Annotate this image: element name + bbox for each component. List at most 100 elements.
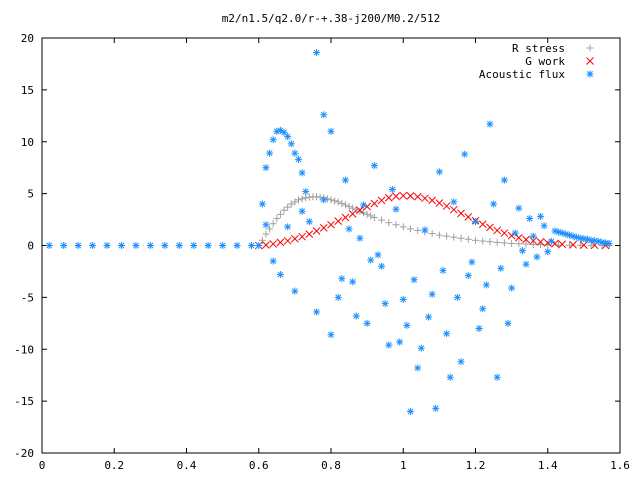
data-point — [360, 209, 368, 217]
data-point — [417, 344, 425, 352]
data-point — [363, 319, 371, 327]
data-point — [294, 196, 302, 204]
data-point — [508, 239, 516, 247]
data-point — [558, 240, 567, 249]
data-point — [327, 331, 335, 339]
axis-ticks — [41, 37, 621, 454]
data-point — [378, 262, 386, 270]
data-point — [406, 408, 414, 415]
data-point — [486, 223, 494, 232]
data-point — [356, 207, 364, 215]
data-point — [341, 176, 349, 184]
data-point — [522, 235, 530, 244]
data-point — [367, 256, 375, 264]
data-point — [518, 247, 526, 255]
data-point — [294, 155, 302, 163]
data-point — [475, 325, 483, 332]
data-point — [305, 193, 313, 201]
data-point — [258, 200, 266, 208]
data-point — [305, 218, 313, 226]
data-point — [414, 364, 422, 372]
data-point — [161, 242, 169, 249]
data-point — [439, 266, 447, 274]
data-point — [399, 191, 408, 200]
x-tick-label: 0.6 — [249, 459, 269, 472]
data-point — [421, 226, 429, 234]
data-point — [313, 193, 321, 201]
data-point — [356, 234, 364, 242]
data-point — [291, 287, 299, 295]
data-point — [276, 210, 284, 218]
data-point — [319, 224, 328, 232]
data-point — [493, 373, 501, 381]
data-point — [442, 202, 451, 210]
data-point — [313, 308, 321, 316]
data-point — [526, 215, 534, 223]
data-point — [457, 209, 465, 218]
legend-label: R stress — [512, 42, 565, 55]
data-point — [479, 237, 487, 245]
data-point — [421, 194, 429, 203]
data-point — [348, 210, 357, 218]
data-point — [269, 240, 278, 248]
y-tick-label: 20 — [21, 32, 34, 45]
data-point — [392, 192, 400, 201]
data-point — [384, 193, 393, 202]
data-point — [377, 196, 386, 205]
data-point — [493, 238, 501, 246]
x-tick-label: 0.4 — [177, 459, 197, 472]
data-point — [435, 199, 444, 207]
data-point — [291, 198, 299, 206]
data-point — [504, 319, 512, 327]
data-point — [349, 278, 357, 286]
data-point — [262, 164, 270, 172]
x-tick-label: 1 — [400, 459, 407, 472]
data-point — [486, 120, 494, 128]
data-point — [464, 213, 473, 221]
y-tick-label: 15 — [21, 84, 34, 97]
data-point — [341, 201, 349, 209]
data-point — [544, 248, 552, 256]
data-point — [266, 225, 274, 233]
data-point — [540, 222, 548, 230]
data-point — [514, 233, 523, 242]
data-point — [89, 242, 97, 249]
data-point — [338, 199, 346, 207]
data-point — [536, 238, 545, 246]
legend-marker — [586, 70, 594, 78]
x-tick-label: 0.8 — [321, 459, 341, 472]
data-point — [443, 330, 451, 338]
data-point — [511, 229, 519, 237]
data-point — [529, 240, 537, 248]
data-point — [298, 169, 306, 177]
x-tick-label: 1.2 — [466, 459, 486, 472]
data-point — [385, 219, 393, 227]
y-tick-label: -10 — [14, 343, 34, 356]
data-point — [233, 242, 241, 249]
data-point — [345, 203, 353, 211]
data-point — [327, 220, 335, 229]
data-point — [334, 217, 343, 225]
x-tick-label: 1.6 — [610, 459, 630, 472]
data-point — [399, 295, 407, 303]
data-point — [479, 305, 487, 313]
data-point — [468, 258, 476, 266]
data-point — [490, 200, 498, 208]
data-point — [435, 231, 443, 239]
data-point — [338, 275, 346, 283]
data-point — [576, 241, 584, 249]
y-tick-label: 5 — [27, 188, 34, 201]
data-point — [269, 220, 277, 228]
data-point — [537, 212, 545, 220]
data-point — [280, 206, 288, 214]
data-point — [345, 225, 353, 233]
data-point — [410, 276, 418, 284]
data-point — [555, 228, 563, 236]
data-point — [580, 241, 588, 249]
data-point — [464, 272, 472, 280]
data-point — [449, 205, 458, 214]
data-point — [349, 204, 357, 212]
data-point — [522, 260, 530, 268]
data-point — [425, 313, 433, 321]
